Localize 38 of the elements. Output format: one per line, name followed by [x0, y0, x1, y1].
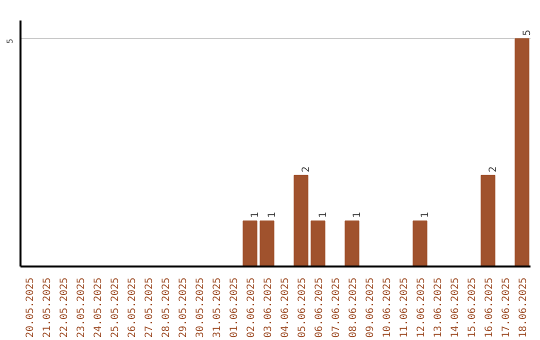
x-tick-label: 26.05.2025	[127, 277, 138, 338]
x-tick-label: 24.05.2025	[93, 277, 104, 338]
data-label: 2	[301, 166, 312, 172]
x-tick-label: 15.06.2025	[467, 277, 478, 338]
data-label: 1	[250, 212, 261, 218]
x-tick-label: 27.05.2025	[144, 277, 155, 338]
x-tick-label: 20.05.2025	[25, 277, 36, 338]
x-tick-label: 08.06.2025	[348, 277, 359, 338]
data-label: 1	[267, 212, 278, 218]
x-tick-label: 16.06.2025	[484, 277, 495, 338]
data-label: 1	[352, 212, 363, 218]
x-tick-label: 06.06.2025	[314, 277, 325, 338]
x-tick-label: 28.05.2025	[161, 277, 172, 338]
x-tick-label: 25.05.2025	[110, 277, 121, 338]
data-label: 2	[488, 166, 499, 172]
x-tick-label: 09.06.2025	[365, 277, 376, 338]
x-tick-label: 02.06.2025	[246, 277, 257, 338]
x-tick-label: 29.05.2025	[178, 277, 189, 338]
x-tick-label: 04.06.2025	[280, 277, 291, 338]
x-tick-label: 13.06.2025	[433, 277, 444, 338]
x-tick-label: 22.05.2025	[59, 277, 70, 338]
x-tick-label: 18.06.2025	[518, 277, 529, 338]
x-tick-label: 30.05.2025	[195, 277, 206, 338]
x-tick-label: 23.05.2025	[76, 277, 87, 338]
x-tick-label: 03.06.2025	[263, 277, 274, 338]
x-tick-label: 10.06.2025	[382, 277, 393, 338]
data-label: 1	[318, 212, 329, 218]
data-label: 5	[522, 30, 533, 36]
x-tick-label: 05.06.2025	[297, 277, 308, 338]
x-tick-label: 07.06.2025	[331, 277, 342, 338]
x-tick-label: 14.06.2025	[450, 277, 461, 338]
x-tick-label: 21.05.2025	[42, 277, 53, 338]
x-tick-label: 17.06.2025	[501, 277, 512, 338]
x-tick-label: 01.06.2025	[229, 277, 240, 338]
x-tick-label: 12.06.2025	[416, 277, 427, 338]
data-label: 1	[420, 212, 431, 218]
x-tick-label: 31.05.2025	[212, 277, 223, 338]
x-tick-label: 11.06.2025	[399, 277, 410, 338]
